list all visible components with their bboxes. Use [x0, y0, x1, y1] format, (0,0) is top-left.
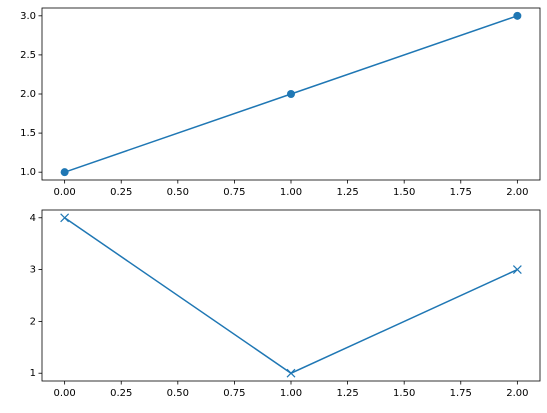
- x-tick-label: 1.00: [280, 388, 302, 399]
- y-tick-label: 2.0: [20, 89, 36, 100]
- x-tick-label: 0.00: [54, 187, 76, 198]
- x-tick-label: 0.75: [223, 187, 245, 198]
- x-tick-label: 0.75: [223, 388, 245, 399]
- y-tick-label: 1: [30, 368, 36, 379]
- marker: [512, 265, 522, 275]
- marker: [287, 90, 295, 98]
- x-tick-label: 1.50: [393, 388, 415, 399]
- x-tick-label: 1.75: [450, 187, 472, 198]
- x-tick-label: 0.50: [167, 187, 189, 198]
- y-tick-label: 2: [30, 316, 36, 327]
- x-tick-label: 1.75: [450, 388, 472, 399]
- marker: [286, 368, 296, 378]
- y-tick-label: 3.0: [20, 11, 36, 22]
- y-tick-label: 2.5: [20, 50, 36, 61]
- x-tick-label: 0.25: [110, 187, 132, 198]
- y-tick-label: 1.0: [20, 167, 36, 178]
- x-tick-label: 1.00: [280, 187, 302, 198]
- marker: [513, 11, 522, 20]
- x-tick-label: 2.00: [506, 388, 528, 399]
- y-tick-label: 3: [30, 265, 36, 276]
- x-tick-label: 0.50: [167, 388, 189, 399]
- x-tick-label: 2.00: [506, 187, 528, 198]
- x-tick-label: 0.00: [54, 388, 76, 399]
- x-tick-label: 1.25: [336, 388, 358, 399]
- x-tick-label: 1.25: [336, 187, 358, 198]
- x-tick-label: 1.50: [393, 187, 415, 198]
- x-tick-label: 0.25: [110, 388, 132, 399]
- marker: [60, 168, 69, 177]
- marker: [60, 213, 70, 223]
- line: [64, 217, 518, 375]
- axes-frame: [41, 209, 541, 382]
- y-tick-label: 1.5: [20, 128, 36, 139]
- y-tick-label: 4: [30, 213, 36, 224]
